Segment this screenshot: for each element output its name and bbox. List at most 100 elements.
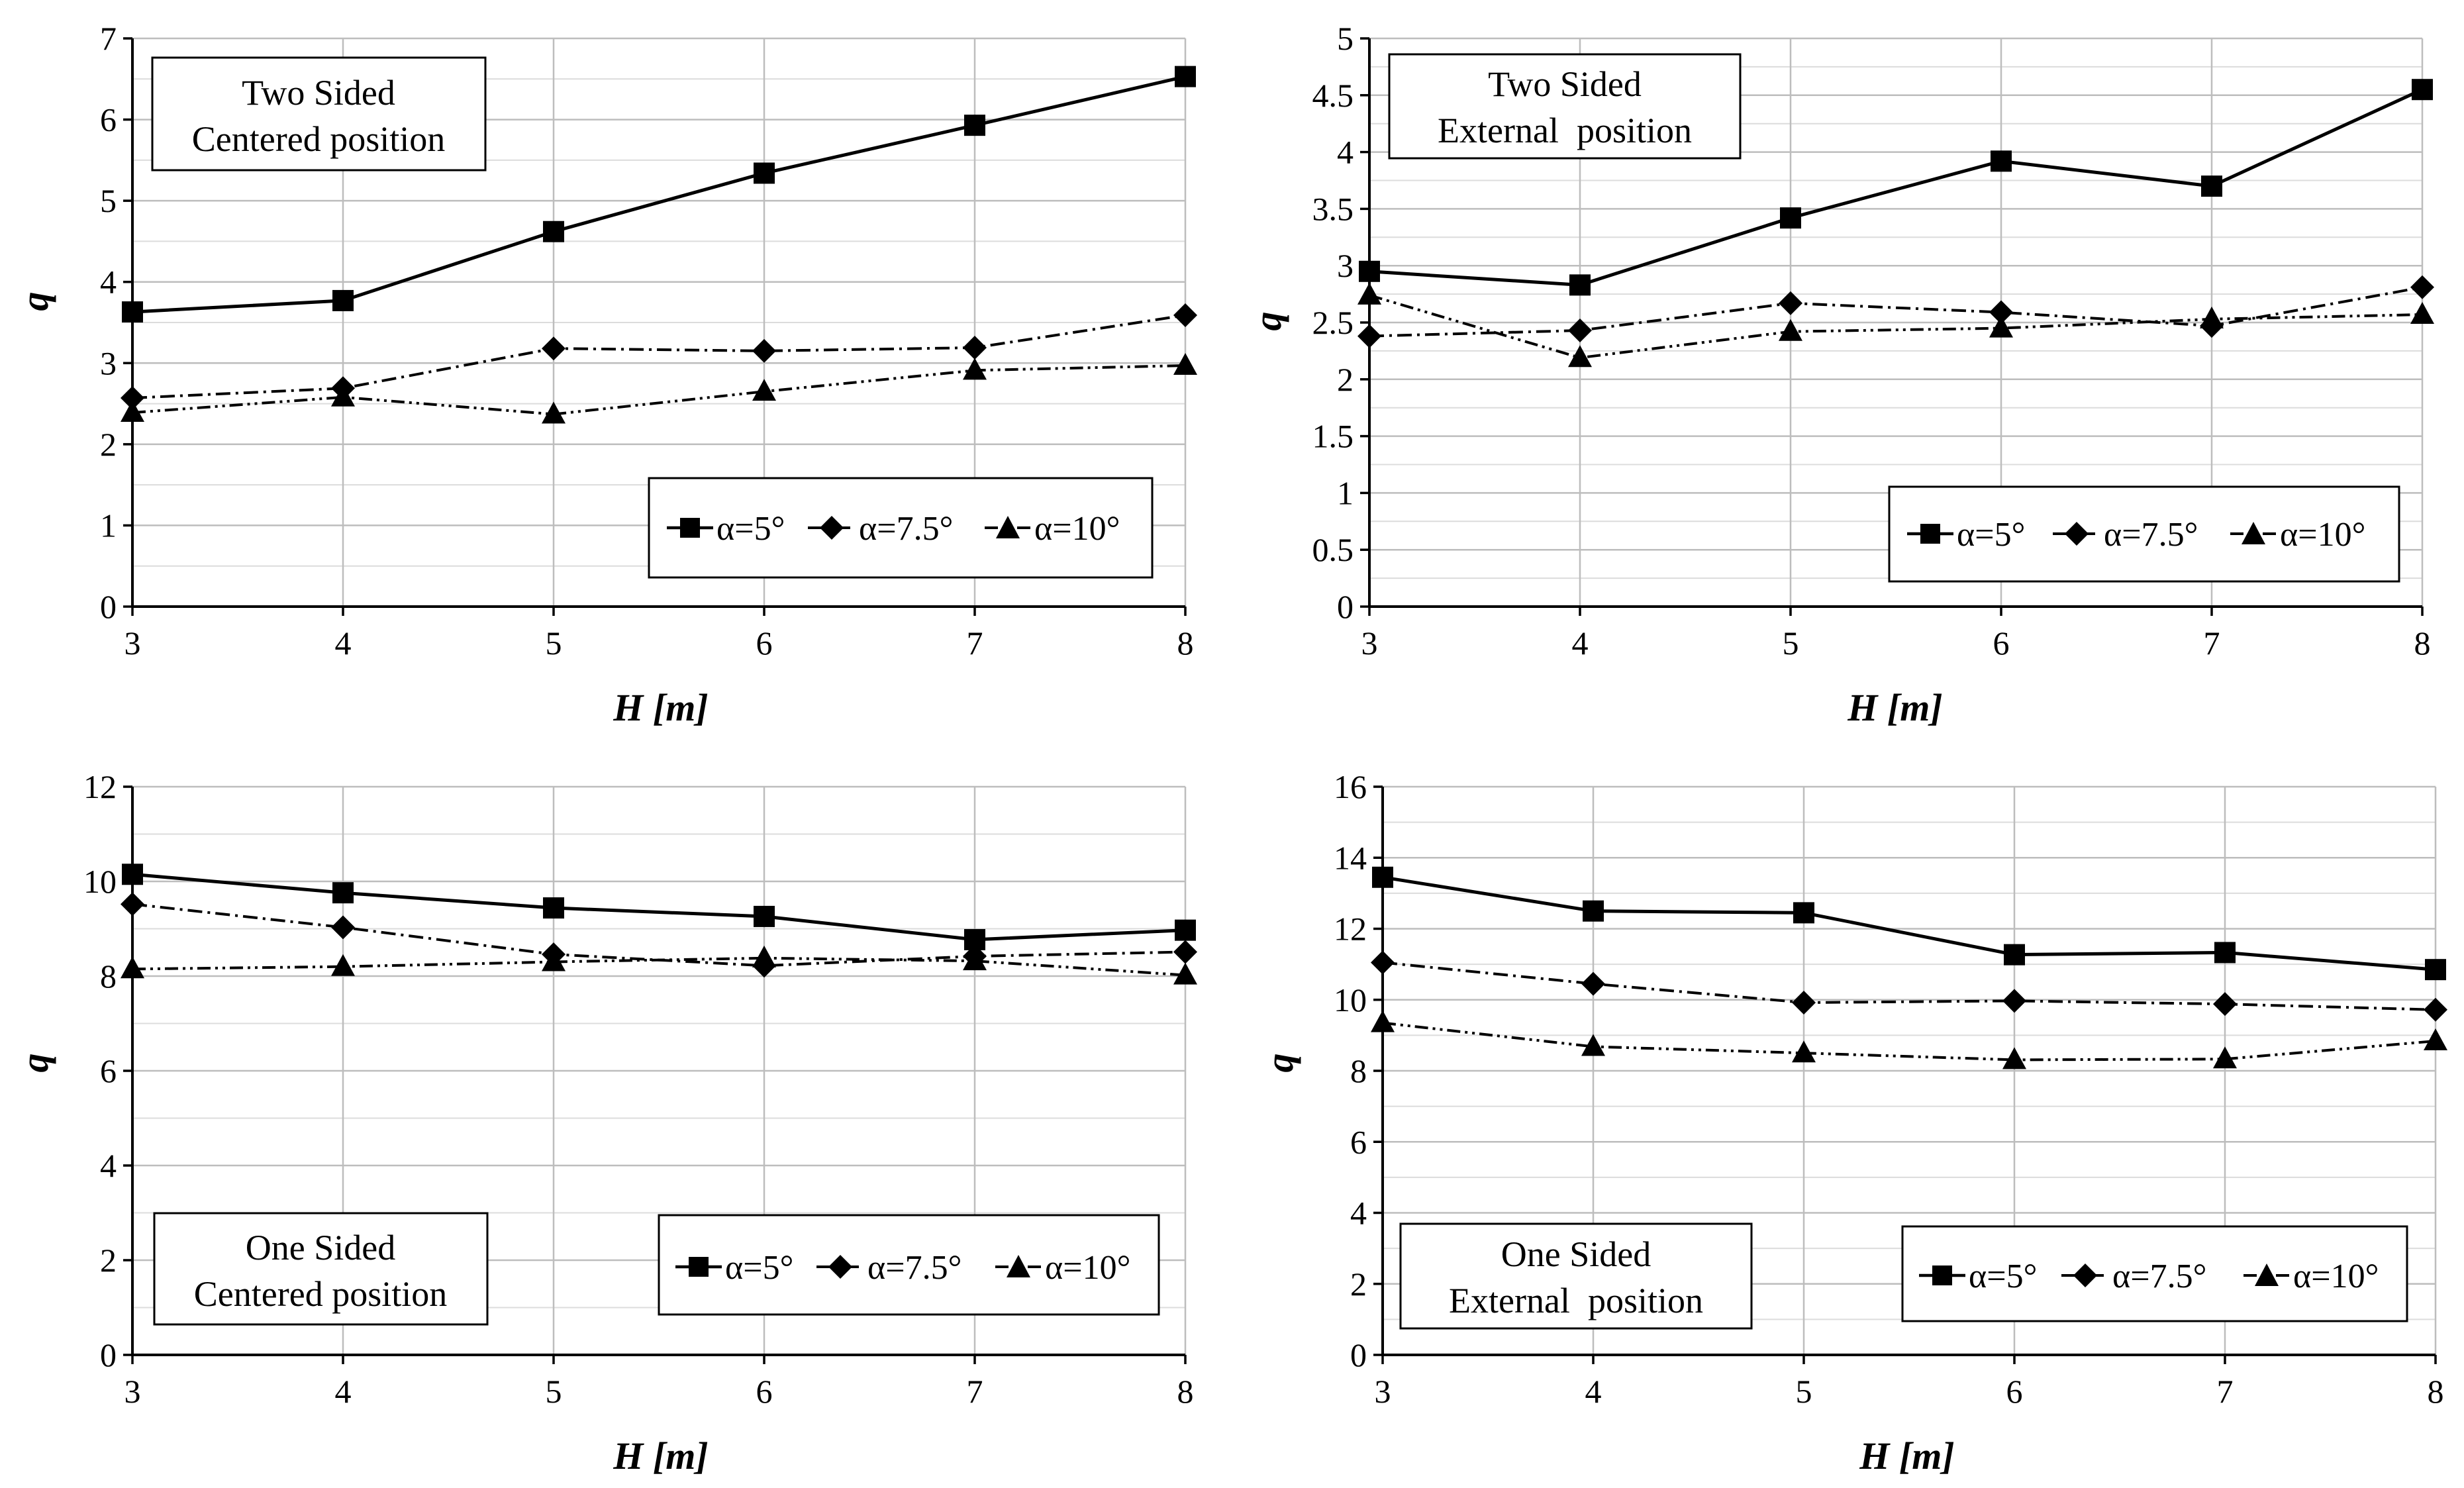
legend-item-7-5deg-1: α=7.5° <box>808 510 953 548</box>
y-tick-label: 0 <box>1350 1336 1367 1373</box>
data-point-7-5 <box>331 915 355 940</box>
axes-2 <box>1360 37 2424 616</box>
chart-title-line1-2: Two Sided <box>1488 64 1642 104</box>
data-point-10 <box>2213 1046 2237 1069</box>
legend-3: α=5° α=7.5° α=10° <box>658 1214 1160 1316</box>
y-tick-label: 4.5 <box>1312 77 1354 114</box>
x-tick-label: 7 <box>967 624 983 662</box>
axes-3 <box>123 785 1187 1364</box>
legend-label-10deg-1: α=10° <box>1034 510 1120 548</box>
legend-marker-diamond-2 <box>2065 522 2089 546</box>
y-tick-label: 5 <box>1337 20 1354 57</box>
chart-panel-2: 0 0.5 1 1.5 2 2.5 3 3.5 4 4.5 5 3 4 5 6 7 8 q H [m] Two… <box>1246 20 2434 729</box>
data-point-10 <box>542 949 566 971</box>
y-axis-label-1: q <box>13 292 56 311</box>
legend-marker-square-4 <box>1932 1265 1952 1285</box>
ytick-labels-4: 0 2 4 6 8 10 12 14 16 <box>1334 768 1367 1373</box>
data-point-7-5 <box>1568 319 1592 343</box>
legend-marker-square-3 <box>689 1257 709 1277</box>
series-lines-2 <box>1369 87 2424 360</box>
data-point-5 <box>332 882 354 904</box>
xtick-labels-4: 3 4 5 6 7 8 <box>1375 1373 2444 1410</box>
series-lines-3 <box>132 872 1186 977</box>
x-axis-label-1: H [m] <box>613 686 708 729</box>
series-line-7-5 <box>132 314 1186 399</box>
legend-marker-triangle-4 <box>2255 1264 2279 1286</box>
series-lines-1 <box>132 75 1186 416</box>
y-tick-label: 3.5 <box>1312 190 1354 227</box>
chart-title-line1-1: Two Sided <box>242 73 395 113</box>
series-line-10 <box>1382 1021 2436 1062</box>
markers-2 <box>1357 79 2434 368</box>
x-tick-label: 7 <box>2204 624 2220 662</box>
data-point-7-5 <box>963 335 987 360</box>
data-point-10 <box>752 379 776 401</box>
series-lines-4 <box>1382 875 2436 1062</box>
legend-label-10deg-2: α=10° <box>2280 516 2365 554</box>
chart-title-line2-1: Centered position <box>192 119 445 159</box>
legend-label-5deg-4: α=5° <box>1969 1258 2037 1295</box>
x-axis-unit-4: m <box>1912 1434 1942 1477</box>
legend-marker-diamond-1 <box>820 516 844 540</box>
data-point-5 <box>754 905 775 927</box>
y-tick-label: 4 <box>100 1147 117 1184</box>
data-point-7-5 <box>1779 291 1802 315</box>
legend-marker-triangle-3 <box>1007 1255 1030 1277</box>
data-point-10 <box>752 945 776 967</box>
chart-title-box-2: Two Sided External position <box>1388 53 1742 160</box>
x-axis-unit-3: m <box>665 1434 695 1477</box>
x-axis-unit-2: m <box>1900 686 1930 729</box>
data-point-10 <box>1581 1034 1605 1056</box>
series-line-10 <box>132 956 1186 977</box>
x-tick-label: 3 <box>1361 624 1378 662</box>
data-point-10 <box>331 954 355 976</box>
x-tick-label: 4 <box>335 1373 352 1410</box>
x-tick-label: 3 <box>124 1373 141 1410</box>
legend-item-10deg-2: α=10° <box>2230 516 2365 554</box>
y-tick-label: 6 <box>100 1052 117 1089</box>
y-tick-label: 2 <box>1337 361 1354 398</box>
data-point-10 <box>2002 1047 2026 1069</box>
chart-panel-1: 0 1 2 3 4 5 6 7 3 4 5 6 7 8 q H [m] Two Sided Center… <box>13 20 1197 729</box>
legend-marker-triangle-1 <box>996 516 1020 538</box>
x-tick-label: 8 <box>1177 624 1194 662</box>
data-point-5 <box>332 289 354 311</box>
legend-item-10deg-3: α=10° <box>995 1249 1130 1287</box>
y-axis-label-4: q <box>1258 1054 1301 1073</box>
x-tick-label: 3 <box>124 624 141 662</box>
data-point-5 <box>2201 175 2222 197</box>
chart-title-box-4: One Sided External position <box>1399 1222 1753 1330</box>
data-point-7-5 <box>2410 275 2434 299</box>
data-point-7-5 <box>1173 303 1197 327</box>
ytick-labels-1: 0 1 2 3 4 5 6 7 <box>100 20 117 625</box>
data-point-7-5 <box>2213 992 2237 1017</box>
chart-title-line1-4: One Sided <box>1501 1234 1651 1274</box>
chart-title-box-1: Two Sided Centered position <box>151 56 487 172</box>
legend-item-5deg-4: α=5° <box>1919 1258 2037 1295</box>
x-axis-label-3: H [m] <box>613 1434 708 1477</box>
legend-marker-square-2 <box>1920 524 1940 544</box>
chart-title-box-3: One Sided Centered position <box>153 1212 489 1326</box>
data-point-7-5 <box>1581 971 1605 996</box>
legend-item-10deg-4: α=10° <box>2243 1258 2379 1295</box>
chart-title-line2-2: External position <box>1438 111 1692 150</box>
data-point-5 <box>543 897 564 919</box>
markers-1 <box>121 66 1197 424</box>
x-tick-label: 8 <box>1177 1373 1194 1410</box>
y-tick-label: 2.5 <box>1312 304 1354 341</box>
y-tick-label: 5 <box>100 182 117 219</box>
data-point-10 <box>1568 345 1592 368</box>
legend-marker-triangle-2 <box>2242 522 2265 544</box>
chart-title-line1-3: One Sided <box>246 1228 395 1267</box>
chart-title-line2-4: External position <box>1449 1281 1703 1320</box>
y-tick-label: 10 <box>83 863 117 900</box>
legend-4: α=5° α=7.5° α=10° <box>1901 1225 2408 1322</box>
y-tick-label: 1 <box>100 507 117 544</box>
legend-item-5deg-1: α=5° <box>667 510 785 548</box>
data-point-5 <box>543 221 564 242</box>
data-point-5 <box>1780 207 1801 229</box>
legend-item-7-5deg-3: α=7.5° <box>816 1249 961 1287</box>
data-point-10 <box>542 401 566 424</box>
x-tick-label: 5 <box>546 624 562 662</box>
